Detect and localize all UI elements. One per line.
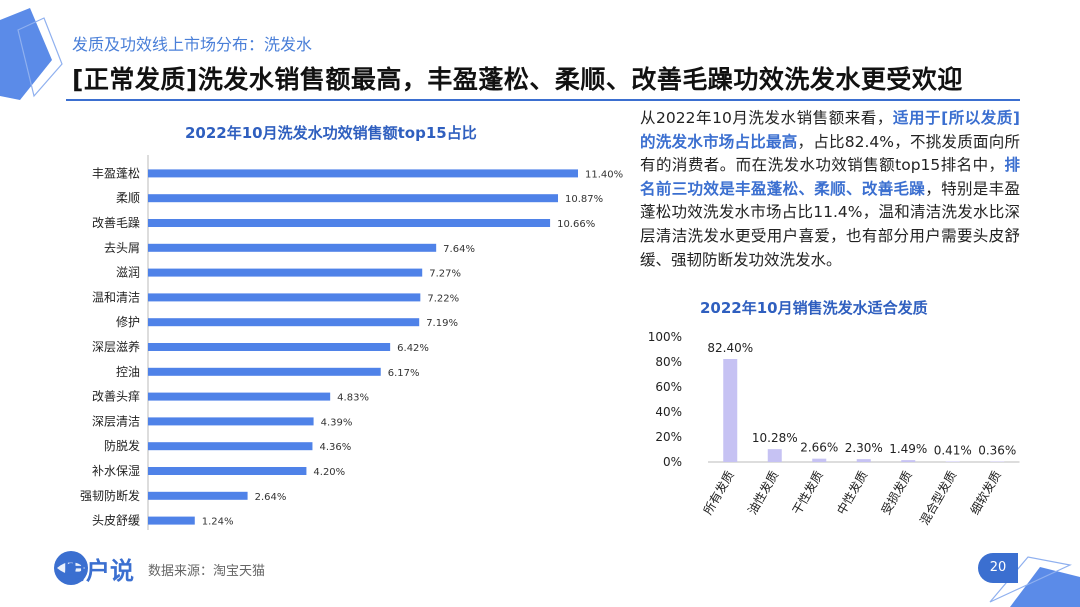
value-label: 11.40% [585, 169, 623, 180]
category-label: 改善毛躁 [92, 215, 140, 230]
bar [148, 318, 420, 327]
category-label: 防脱发 [104, 438, 140, 453]
value-label: 2.64% [255, 492, 287, 503]
y-tick-label: 80% [655, 355, 682, 369]
y-tick-label: 100% [648, 330, 682, 344]
bar [901, 460, 916, 462]
value-label: 10.28% [752, 431, 798, 445]
bar [148, 268, 423, 277]
bar [148, 194, 559, 203]
value-label: 1.49% [889, 442, 927, 456]
title-divider [66, 99, 1020, 101]
bar [148, 367, 381, 376]
value-label: 7.64% [443, 244, 475, 255]
desc-part-1: 从2022年10月洗发水销售额来看， [640, 109, 893, 127]
category-label: 细软发质 [967, 468, 1004, 517]
value-label: 4.20% [313, 467, 345, 478]
page-subtitle: 发质及功效线上市场分布：洗发水 [72, 35, 313, 54]
category-label: 去头屑 [104, 241, 140, 255]
category-label: 修护 [116, 314, 140, 329]
efficacy-bar-chart: 丰盈蓬松 11.40% 柔顺 10.87% 改善毛躁 10.66% 去头屑 7.64% 滋润 7.… [80, 155, 623, 530]
value-label: 10.87% [565, 194, 603, 205]
bar [148, 392, 331, 401]
bar [812, 458, 827, 462]
corner-decoration [0, 8, 63, 100]
category-label: 滋润 [116, 266, 140, 280]
category-label: 温和清洁 [92, 290, 140, 304]
value-label: 7.22% [427, 293, 459, 304]
category-label: 混合型发质 [916, 468, 959, 527]
bar [148, 442, 313, 451]
desc-highlight-2: 排名前三功效是丰盈蓬松、柔顺、改善毛躁 [640, 156, 1020, 198]
category-label: 控油 [116, 365, 140, 379]
bar [723, 359, 738, 462]
category-label: 改善头痒 [92, 389, 140, 404]
category-label: 补水保湿 [92, 463, 140, 478]
value-label: 0.36% [978, 444, 1016, 458]
brand-logo-icon [54, 551, 88, 585]
brand-logo-text: 用户说 [62, 557, 134, 585]
category-label: 受损发质 [878, 468, 915, 517]
category-label: 强韧防断发 [80, 488, 140, 503]
desc-highlight-1: 适用于[所以发质]的洗发水市场占比最高 [640, 109, 1020, 151]
value-label: 0.41% [934, 443, 972, 457]
category-label: 柔顺 [116, 191, 140, 205]
page-title: [正常发质]洗发水销售额最高，丰盈蓬松、柔顺、改善毛躁功效洗发水更受欢迎 [72, 65, 963, 94]
y-tick-label: 20% [655, 430, 682, 444]
category-label: 中性发质 [833, 468, 870, 517]
value-label: 2.66% [800, 441, 838, 455]
value-label: 1.24% [202, 517, 234, 528]
category-label: 头皮舒缓 [92, 514, 140, 528]
page-number: 20 [978, 553, 1018, 583]
value-label: 4.39% [321, 417, 353, 428]
bar [148, 169, 578, 178]
value-label: 10.66% [557, 219, 595, 230]
category-label: 丰盈蓬松 [92, 166, 140, 180]
desc-part-3: ，特别是丰盈蓬松功效洗发水市场占比11.4%，温和清洁洗发水比深层清洁洗发水更受… [640, 179, 1020, 269]
value-label: 4.36% [319, 442, 351, 453]
bar [856, 459, 871, 462]
value-label: 6.42% [397, 343, 429, 354]
bar [945, 461, 960, 462]
value-label: 4.83% [337, 393, 369, 404]
category-label: 深层滋养 [92, 339, 140, 354]
hair-type-bar-chart: 0% 20% 40% 60% 80% 100% 82.40% 所有发质 10.28% 油性发质 2.… [648, 330, 1020, 527]
y-tick-label: 0% [663, 455, 682, 469]
value-label: 7.27% [429, 269, 461, 280]
category-label: 干性发质 [789, 468, 826, 517]
category-label: 深层清洁 [92, 414, 140, 428]
hair-type-chart-title: 2022年10月销售洗发水适合发质 [700, 299, 928, 317]
bar [148, 417, 314, 426]
bar [148, 243, 437, 252]
bar [148, 491, 248, 500]
category-label: 所有发质 [700, 468, 737, 517]
efficacy-chart-title: 2022年10月洗发水功效销售额top15占比 [185, 124, 477, 142]
data-source: 数据来源：淘宝天猫 [148, 564, 266, 579]
y-tick-label: 60% [655, 380, 682, 394]
bar [148, 219, 551, 227]
category-label: 油性发质 [744, 468, 781, 517]
bar [148, 343, 391, 351]
desc-part-2: ，占比82.4%，不挑发质面向所有的消费者。而在洗发水功效销售额top15排名中… [640, 132, 1020, 175]
bar [148, 467, 307, 475]
bar [148, 293, 421, 302]
description-text: 从2022年10月洗发水销售额来看，适用于[所以发质]的洗发水市场占比最高，占比… [640, 107, 1020, 272]
value-label: 6.17% [388, 368, 420, 379]
value-label: 7.19% [426, 318, 458, 329]
value-label: 2.30% [845, 441, 883, 455]
bar [767, 449, 782, 462]
value-label: 82.40% [707, 341, 753, 355]
y-tick-label: 40% [655, 405, 682, 419]
bar [148, 516, 195, 525]
